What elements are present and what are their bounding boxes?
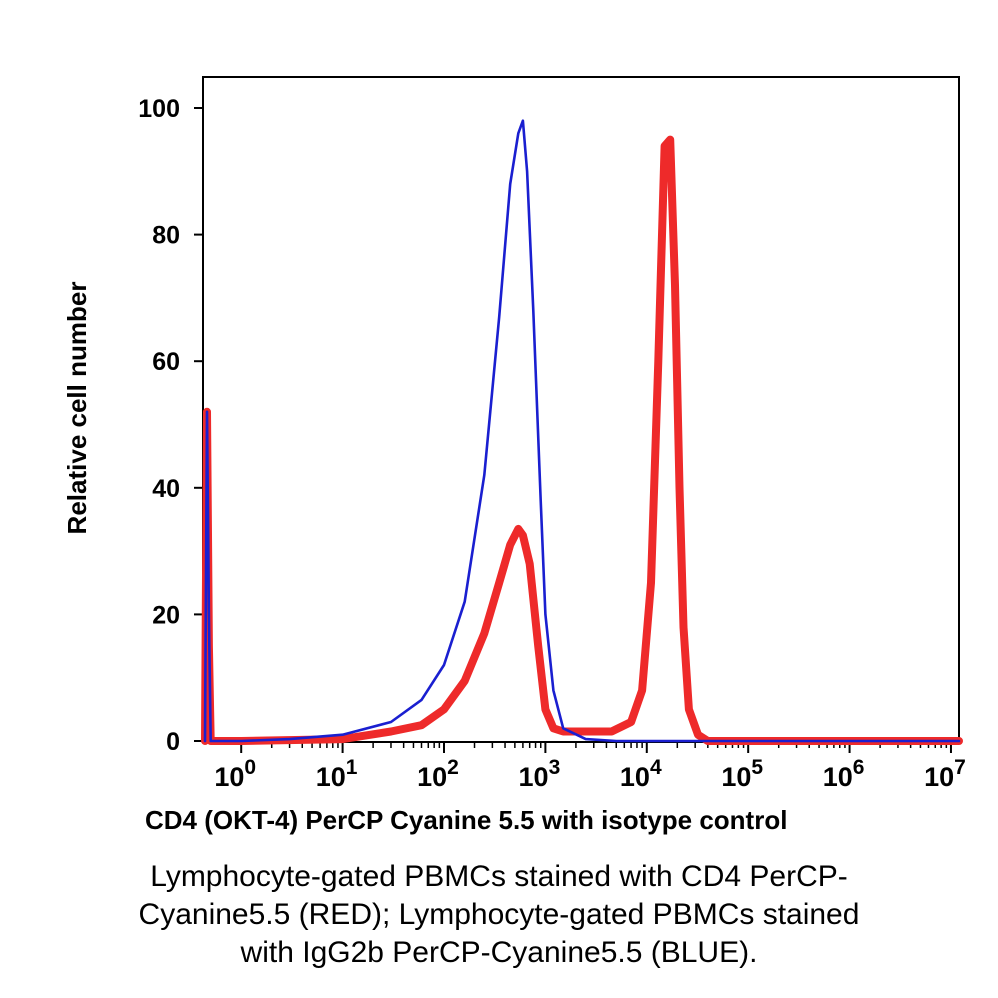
- x-tick-exponent: 7: [954, 756, 966, 779]
- x-tick-label: 103: [519, 756, 561, 792]
- y-axis-ticks: 0 20 40 60 80 100: [138, 95, 203, 756]
- series-line-blue: [203, 119, 961, 743]
- plot-frame: [202, 76, 960, 743]
- x-tick-exponent: 5: [751, 756, 763, 779]
- x-axis-title: CD4 (OKT-4) PerCP Cyanine 5.5 with isoty…: [145, 805, 787, 835]
- y-tick-label: 40: [152, 475, 180, 503]
- x-tick-label: 107: [924, 756, 966, 792]
- x-tick-exponent: 6: [853, 756, 865, 779]
- x-axis-ticks: 100 101 102 103 104 105 106 107: [214, 742, 966, 792]
- x-tick-label: 106: [823, 756, 865, 792]
- series-layer: [201, 119, 963, 745]
- caption-line-3: with IgG2b PerCP-Cyanine5.5 (BLUE).: [240, 936, 758, 969]
- x-tick-label: 101: [316, 756, 358, 792]
- x-tick-base: 10: [214, 762, 244, 792]
- x-tick-exponent: 3: [549, 756, 561, 779]
- x-tick-label: 100: [214, 756, 256, 792]
- series-line-red: [201, 135, 963, 745]
- x-tick-exponent: 4: [650, 756, 662, 779]
- caption-line-1: Lymphocyte-gated PBMCs stained with CD4 …: [150, 860, 848, 893]
- y-tick-label: 0: [166, 728, 180, 756]
- y-tick-label: 100: [138, 95, 180, 123]
- x-tick-exponent: 0: [244, 756, 256, 779]
- x-tick-base: 10: [620, 762, 650, 792]
- x-tick-base: 10: [316, 762, 346, 792]
- x-tick-base: 10: [721, 762, 751, 792]
- x-tick-label: 105: [721, 756, 763, 792]
- y-tick-label: 60: [152, 348, 180, 376]
- caption-line-2: Cyanine5.5 (RED); Lymphocyte-gated PBMCs…: [138, 898, 860, 931]
- x-tick-exponent: 2: [447, 756, 459, 779]
- figure-caption: Lymphocyte-gated PBMCs stained with CD4 …: [0, 858, 998, 972]
- y-axis-title: Relative cell number: [62, 282, 92, 535]
- x-tick-exponent: 1: [346, 756, 358, 779]
- x-tick-label: 104: [620, 756, 662, 792]
- x-tick-label: 102: [417, 756, 459, 792]
- x-tick-base: 10: [417, 762, 447, 792]
- y-tick-label: 20: [152, 601, 180, 629]
- x-tick-base: 10: [823, 762, 853, 792]
- x-tick-base: 10: [924, 762, 954, 792]
- y-tick-label: 80: [152, 222, 180, 250]
- x-tick-base: 10: [519, 762, 549, 792]
